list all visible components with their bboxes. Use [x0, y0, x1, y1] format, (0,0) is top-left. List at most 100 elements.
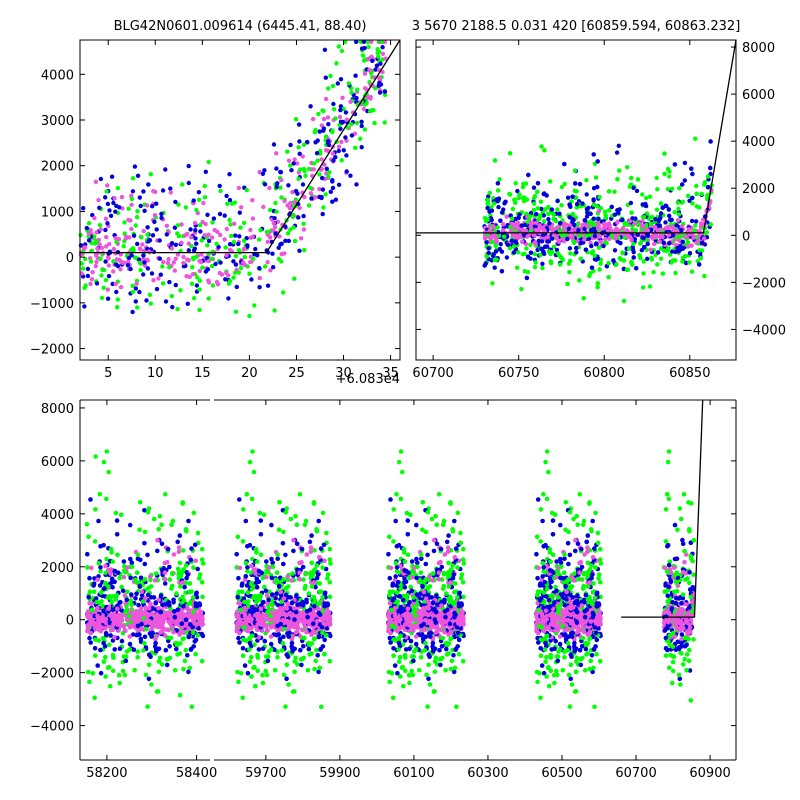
data-point — [627, 219, 633, 224]
data-point — [106, 256, 111, 261]
data-point — [114, 518, 120, 523]
data-point — [307, 539, 313, 545]
data-point — [107, 642, 112, 648]
data-point — [97, 242, 102, 247]
data-point — [134, 281, 139, 286]
data-point — [129, 226, 134, 232]
data-point — [641, 259, 646, 264]
data-point — [284, 662, 290, 668]
data-point — [200, 621, 206, 627]
data-point — [128, 575, 133, 581]
data-point — [165, 260, 171, 266]
data-point — [629, 260, 634, 265]
data-point — [85, 266, 91, 272]
data-point — [317, 589, 322, 595]
data-point — [107, 683, 113, 689]
data-point — [297, 205, 302, 211]
data-point — [288, 163, 293, 168]
data-point — [188, 227, 193, 232]
data-point — [236, 635, 241, 641]
data-point — [141, 189, 146, 194]
data-point — [135, 623, 141, 629]
data-point — [157, 256, 162, 261]
data-point — [183, 623, 188, 628]
data-point — [531, 185, 537, 190]
data-point — [277, 500, 282, 505]
data-point — [484, 218, 489, 224]
data-point — [83, 256, 88, 262]
data-point — [297, 560, 302, 566]
data-point — [516, 195, 521, 201]
data-point — [333, 197, 339, 202]
data-point — [676, 212, 682, 217]
data-point — [271, 265, 276, 270]
data-point — [275, 655, 280, 660]
data-point — [662, 151, 667, 156]
data-point — [606, 208, 612, 213]
data-point — [546, 211, 551, 217]
data-point — [275, 556, 281, 561]
data-point — [570, 235, 575, 241]
data-point — [88, 497, 93, 502]
data-point — [324, 166, 329, 171]
data-point — [98, 256, 103, 262]
data-point — [141, 228, 146, 234]
data-point — [284, 612, 289, 618]
data-point — [103, 195, 108, 200]
data-point — [293, 609, 299, 615]
data-point — [144, 203, 150, 208]
data-point — [107, 241, 112, 247]
data-point — [129, 592, 134, 597]
data-point — [99, 295, 105, 301]
data-point — [597, 267, 602, 272]
data-point — [536, 217, 541, 222]
data-point — [262, 182, 268, 187]
data-point — [134, 570, 140, 575]
data-point — [179, 629, 184, 634]
data-point — [540, 265, 545, 271]
data-point — [378, 61, 383, 66]
data-point — [129, 196, 135, 202]
data-point — [243, 574, 249, 579]
data-point — [137, 632, 142, 637]
data-point — [292, 617, 297, 622]
data-point — [168, 621, 173, 627]
data-point — [186, 634, 191, 640]
data-point — [89, 565, 94, 571]
data-point — [149, 271, 155, 276]
data-point — [256, 647, 262, 652]
data-point — [88, 622, 93, 627]
data-point — [702, 273, 707, 279]
data-point — [615, 228, 621, 233]
data-point — [520, 195, 525, 201]
data-point — [596, 209, 602, 214]
x-tick-label: 60750 — [498, 366, 539, 381]
data-point — [185, 257, 190, 262]
y-tick-label: 0 — [66, 251, 74, 266]
data-point — [520, 239, 525, 244]
data-point — [101, 459, 107, 465]
data-point — [167, 265, 172, 270]
data-point — [258, 552, 264, 558]
data-point — [97, 583, 103, 588]
data-point — [103, 563, 108, 569]
data-point — [570, 227, 575, 233]
data-point — [292, 200, 298, 205]
data-point — [658, 201, 664, 206]
data-point — [123, 658, 129, 664]
data-point — [116, 672, 122, 678]
data-point — [589, 265, 595, 270]
data-point — [543, 244, 548, 249]
title-top-right: 3 5670 2188.5 0.031 420 [60859.594, 6086… — [412, 19, 741, 34]
data-point — [169, 583, 175, 589]
data-point — [313, 658, 319, 664]
data-point — [247, 459, 253, 465]
data-point — [630, 247, 636, 252]
data-point — [541, 191, 546, 197]
data-point — [158, 630, 163, 635]
data-point — [268, 207, 273, 213]
data-point — [665, 186, 671, 192]
data-point — [629, 210, 634, 215]
data-point — [325, 115, 331, 120]
data-point — [183, 233, 188, 238]
